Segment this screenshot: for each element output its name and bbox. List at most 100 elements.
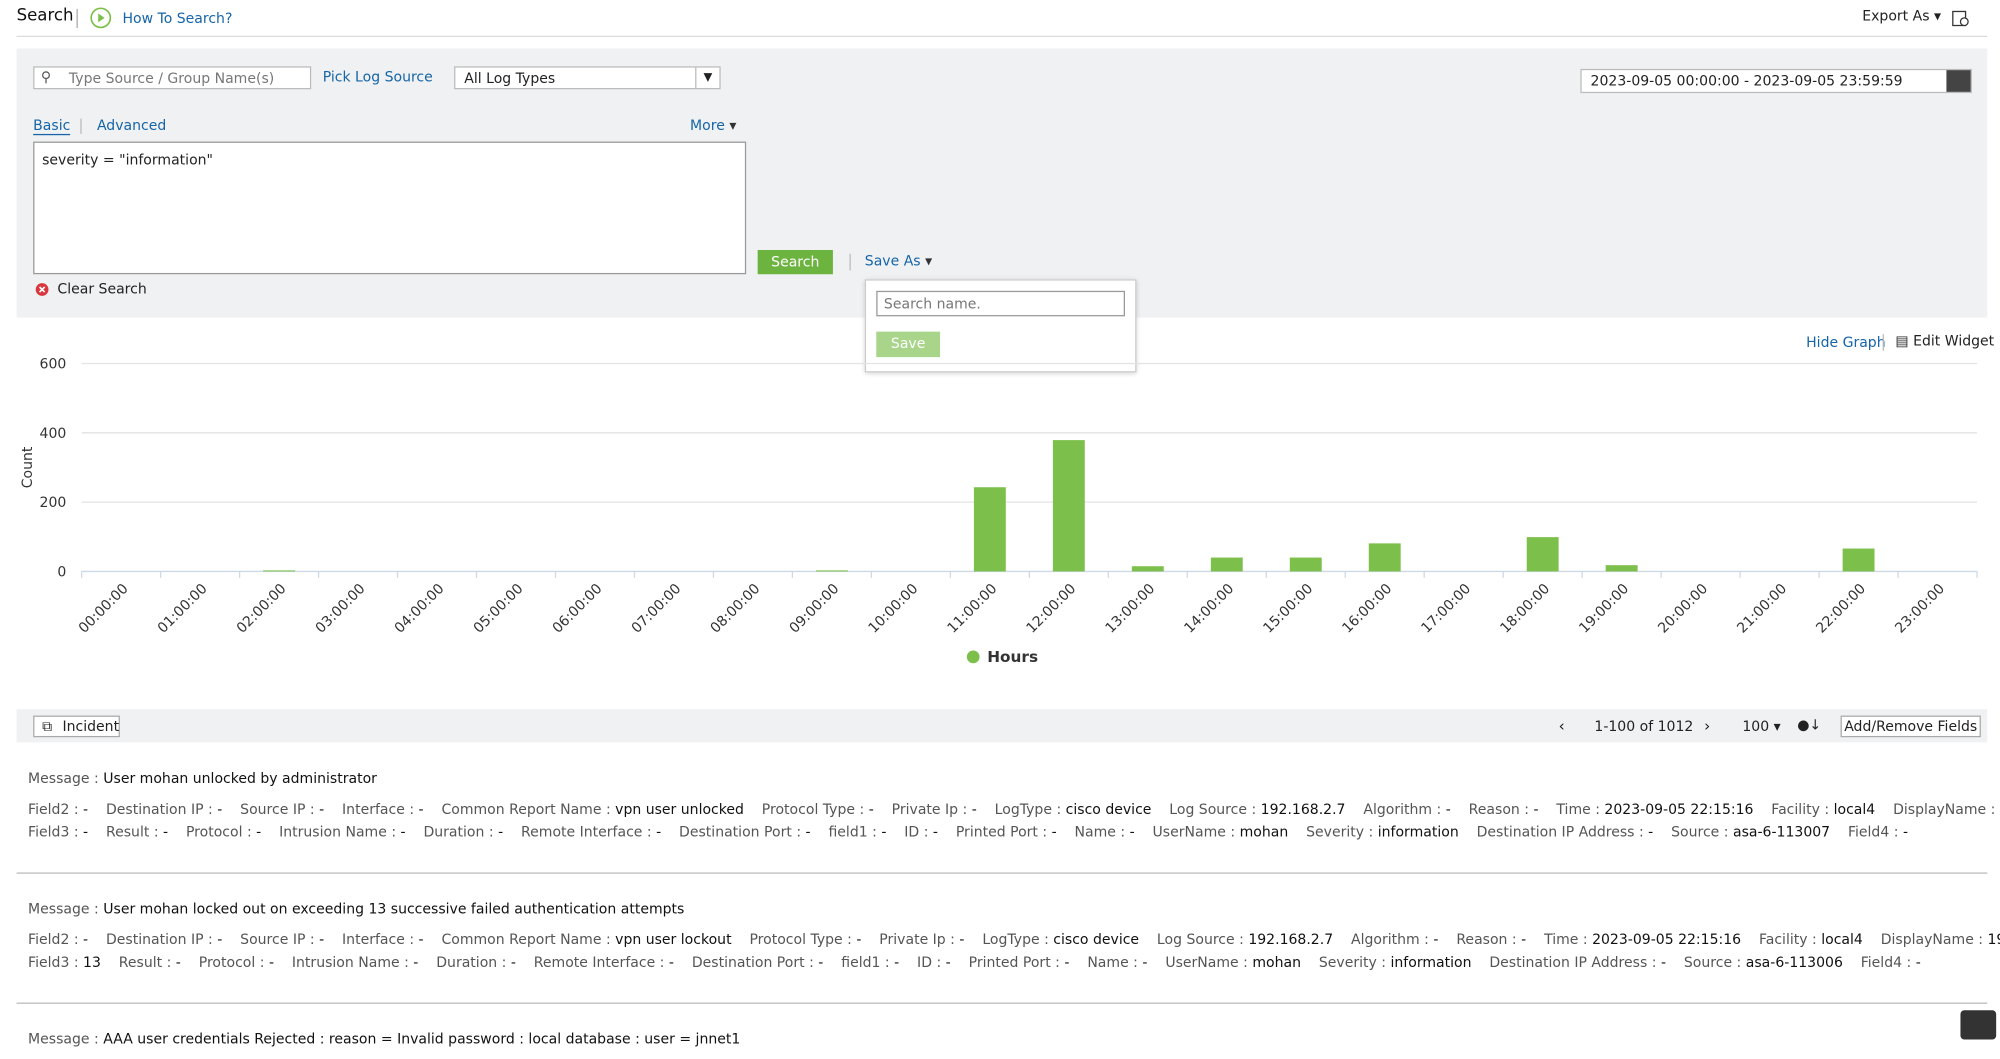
field: UserName : mohan bbox=[1153, 824, 1289, 841]
separator: : bbox=[310, 931, 315, 948]
x-tick-label: 23:00:00 bbox=[1892, 581, 1948, 637]
separator: : bbox=[885, 954, 890, 971]
field-name: Remote Interface bbox=[521, 824, 642, 841]
log-record: Message : User mohan unlocked by adminis… bbox=[28, 768, 1980, 845]
field-value: - bbox=[269, 954, 274, 971]
field-value: - bbox=[256, 824, 261, 841]
query-editor[interactable]: severity = "information" bbox=[33, 142, 746, 275]
field-name: Facility bbox=[1759, 931, 1808, 948]
field: field1 : - bbox=[828, 824, 886, 841]
field-name: Source IP bbox=[240, 801, 305, 818]
separator: : bbox=[409, 931, 414, 948]
prev-page[interactable]: ‹ bbox=[1559, 717, 1565, 735]
clear-icon[interactable] bbox=[33, 281, 51, 299]
field-value: - bbox=[83, 801, 88, 818]
field-value: 13 bbox=[83, 954, 101, 971]
field: field1 : - bbox=[841, 954, 899, 971]
field: Field3 : 13 bbox=[28, 954, 101, 971]
search-name-input[interactable]: Search name. bbox=[876, 291, 1125, 317]
field-name: Algorithm bbox=[1363, 801, 1432, 818]
export-menu[interactable]: Export As ▾ bbox=[1862, 8, 1941, 25]
separator: : bbox=[1133, 954, 1138, 971]
x-tick-label: 03:00:00 bbox=[313, 581, 369, 637]
clear-search[interactable]: Clear Search bbox=[57, 281, 146, 298]
field-value: local4 bbox=[1821, 931, 1863, 948]
separator: : bbox=[924, 824, 929, 841]
x-tick-label: 00:00:00 bbox=[76, 581, 132, 637]
legend-marker bbox=[967, 651, 980, 664]
search-name-placeholder: Search name. bbox=[884, 296, 981, 313]
field-row: Field2 : -Destination IP : -Source IP : … bbox=[28, 929, 1980, 952]
separator: : bbox=[936, 954, 941, 971]
field: Printed Port : - bbox=[956, 824, 1057, 841]
field: ID : - bbox=[917, 954, 951, 971]
advanced-tab[interactable]: Advanced bbox=[97, 117, 166, 134]
field-value: - bbox=[401, 824, 406, 841]
log-type-value: All Log Types bbox=[464, 70, 555, 87]
date-range-input[interactable]: 2023-09-05 00:00:00 - 2023-09-05 23:59:5… bbox=[1580, 69, 1972, 93]
select-arrow: ▼ bbox=[695, 68, 719, 88]
field-name: Private Ip bbox=[892, 801, 958, 818]
field-value: - bbox=[413, 954, 418, 971]
save-as-menu[interactable]: Save As ▾ bbox=[865, 253, 932, 270]
save-as-label: Save As bbox=[865, 253, 921, 270]
field: Destination Port : - bbox=[692, 954, 824, 971]
log-record: Message : AAA user credentials Rejected … bbox=[28, 1028, 1980, 1059]
next-page[interactable]: › bbox=[1704, 717, 1710, 735]
field-name: DisplayName bbox=[1881, 931, 1974, 948]
field: Field4 : - bbox=[1861, 954, 1921, 971]
message-text: User mohan unlocked by administrator bbox=[103, 770, 377, 787]
source-input[interactable]: ⚲ Type Source / Group Name(s) bbox=[33, 66, 311, 89]
field-value: - bbox=[869, 801, 874, 818]
field-value: - bbox=[1130, 824, 1135, 841]
field-value: - bbox=[1648, 824, 1653, 841]
incident-label: Incident bbox=[62, 718, 119, 735]
field-name: Severity bbox=[1319, 954, 1377, 971]
sort-toggle[interactable]: ●↓ bbox=[1797, 717, 1821, 734]
calendar-icon[interactable] bbox=[1946, 70, 1970, 92]
field-name: Field2 bbox=[28, 931, 69, 948]
basic-tab[interactable]: Basic bbox=[33, 117, 70, 135]
field-name: Field4 bbox=[1861, 954, 1902, 971]
field: Time : 2023-09-05 22:15:16 bbox=[1544, 931, 1741, 948]
separator: : bbox=[1120, 824, 1125, 841]
separator: : bbox=[74, 801, 79, 818]
field-value: - bbox=[1052, 824, 1057, 841]
field-name: Source bbox=[1671, 824, 1719, 841]
log-type-select[interactable]: All Log Types ▼ bbox=[454, 66, 721, 89]
separator: : bbox=[1437, 801, 1442, 818]
x-tick-label: 13:00:00 bbox=[1102, 581, 1158, 637]
bar bbox=[1053, 440, 1085, 571]
page-size[interactable]: 100 ▾ bbox=[1742, 718, 1780, 735]
message-text: User mohan locked out on exceeding 13 su… bbox=[103, 901, 684, 918]
separator: : bbox=[94, 770, 99, 787]
add-remove-fields[interactable]: Add/Remove Fields bbox=[1841, 716, 1981, 738]
chat-button[interactable] bbox=[1960, 1010, 1996, 1039]
record-rule bbox=[17, 1003, 1988, 1004]
field-name: DisplayName bbox=[1893, 801, 1986, 818]
incident-button[interactable]: ⧉Incident bbox=[33, 716, 120, 738]
field-name: Common Report Name bbox=[441, 801, 601, 818]
separator: : bbox=[247, 824, 252, 841]
play-icon[interactable] bbox=[89, 6, 112, 29]
field-value: - bbox=[881, 824, 886, 841]
field-value: - bbox=[1142, 954, 1147, 971]
message-row: Message : AAA user credentials Rejected … bbox=[28, 1028, 1980, 1051]
more-menu[interactable]: More ▾ bbox=[690, 117, 736, 134]
x-tick-label: 19:00:00 bbox=[1576, 581, 1632, 637]
field-value: - bbox=[511, 954, 516, 971]
help-link[interactable]: How To Search? bbox=[122, 10, 232, 27]
search-button[interactable]: Search bbox=[758, 250, 833, 274]
pick-source-link[interactable]: Pick Log Source bbox=[323, 69, 433, 86]
x-tick-label: 09:00:00 bbox=[787, 581, 843, 637]
separator: : bbox=[847, 931, 852, 948]
field: Log Source : 192.168.2.7 bbox=[1169, 801, 1345, 818]
export-icon[interactable] bbox=[1952, 9, 1970, 27]
x-tick-label: 11:00:00 bbox=[945, 581, 1001, 637]
separator: : bbox=[310, 801, 315, 818]
field-value: - bbox=[217, 801, 222, 818]
field-name: UserName bbox=[1153, 824, 1226, 841]
separator: : bbox=[1056, 801, 1061, 818]
